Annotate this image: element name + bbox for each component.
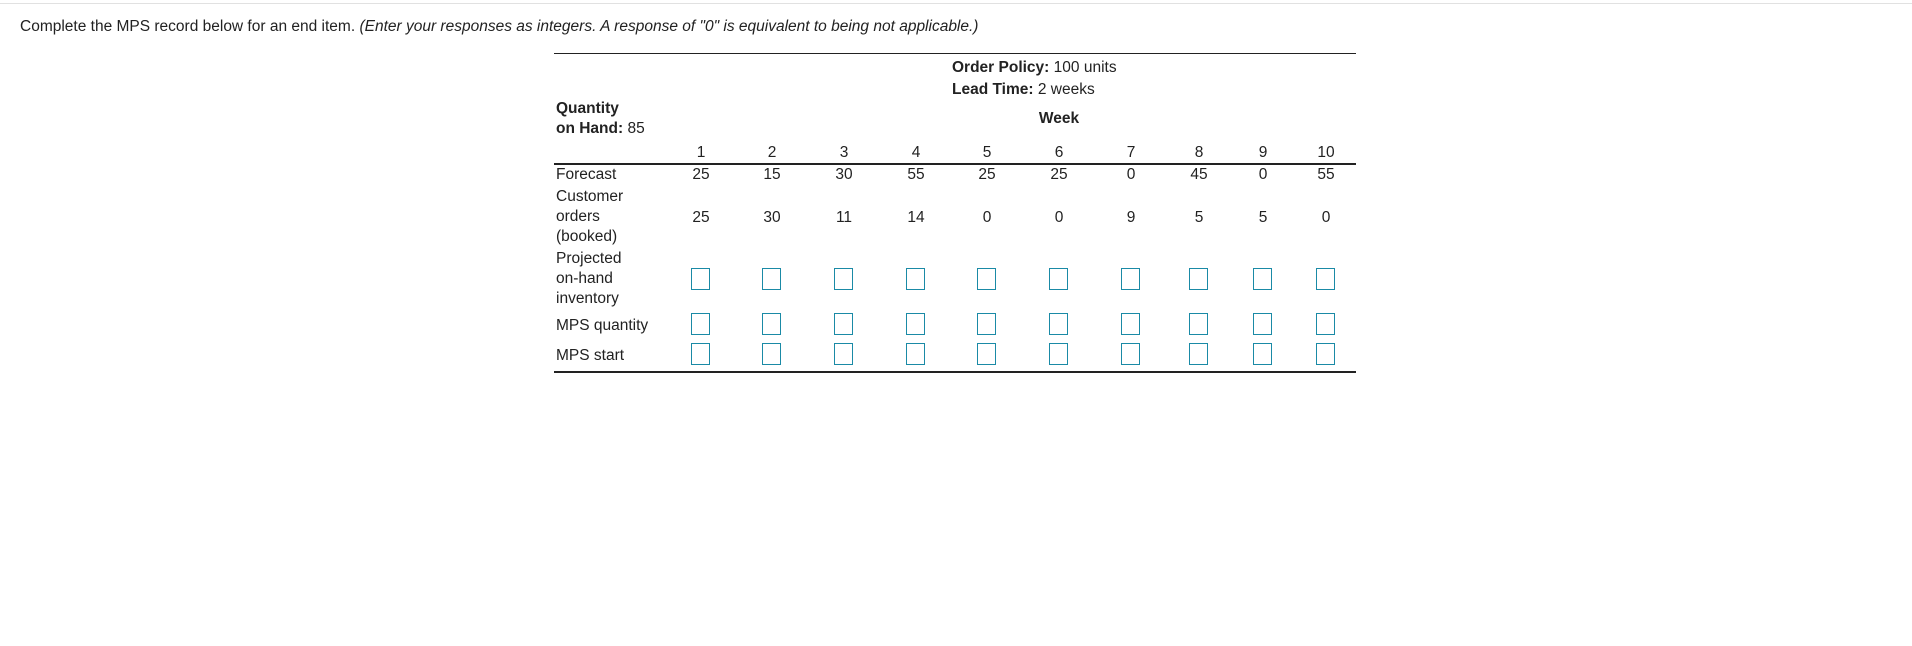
mps-quantity-input-week-3[interactable]	[834, 313, 853, 335]
mps-quantity-input-week-6[interactable]	[1049, 313, 1068, 335]
row-label-mps-quantity: MPS quantity	[556, 317, 649, 334]
quantity-label-line1: Quantity	[556, 100, 619, 117]
projected-inventory-input-week-4[interactable]	[906, 268, 925, 290]
row-label-line: orders	[556, 208, 600, 225]
mps-quantity-input-week-1[interactable]	[691, 313, 710, 335]
order-policy-value: 100 units	[1053, 59, 1117, 76]
row-label-forecast: Forecast	[556, 166, 617, 183]
order-policy-label: Order Policy:	[952, 59, 1050, 76]
week-number-7: 7	[1126, 144, 1136, 161]
instructions: Complete the MPS record below for an end…	[20, 17, 978, 37]
mps-quantity-input-week-10[interactable]	[1316, 313, 1335, 335]
projected-inventory-input-week-7[interactable]	[1121, 268, 1140, 290]
mps-quantity-input-week-8[interactable]	[1189, 313, 1208, 335]
mps-quantity-input-week-2[interactable]	[762, 313, 781, 335]
forecast-week-10: 55	[1317, 166, 1335, 183]
row-label-projected-inventory: Projected on-hand inventory	[556, 249, 621, 309]
mps-quantity-input-week-5[interactable]	[977, 313, 996, 335]
customer-orders-week-8: 5	[1194, 209, 1204, 226]
forecast-week-1: 25	[692, 166, 710, 183]
lead-time-label: Lead Time:	[952, 81, 1034, 98]
week-heading: Week	[1038, 110, 1080, 127]
quantity-value: 85	[627, 120, 645, 137]
row-label-line: on-hand	[556, 270, 613, 287]
quantity-on-hand: Quantity on Hand: 85	[556, 99, 645, 139]
instructions-hint: (Enter your responses as integers. A res…	[359, 18, 979, 35]
row-label-mps-start: MPS start	[556, 347, 625, 364]
mps-start-input-week-3[interactable]	[834, 343, 853, 365]
lead-time-value: 2 weeks	[1037, 81, 1095, 98]
top-divider	[0, 3, 1912, 4]
table-top-rule	[554, 53, 1356, 54]
projected-inventory-input-week-10[interactable]	[1316, 268, 1335, 290]
mps-start-input-week-7[interactable]	[1121, 343, 1140, 365]
customer-orders-week-9: 5	[1258, 209, 1268, 226]
customer-orders-week-4: 14	[907, 209, 925, 226]
mps-quantity-input-week-4[interactable]	[906, 313, 925, 335]
order-policy: Order Policy: 100 units	[952, 57, 1117, 79]
projected-inventory-input-week-1[interactable]	[691, 268, 710, 290]
projected-inventory-input-week-2[interactable]	[762, 268, 781, 290]
row-label-line: (booked)	[556, 228, 618, 245]
week-number-5: 5	[982, 144, 992, 161]
customer-orders-week-2: 30	[763, 209, 781, 226]
mps-start-input-week-9[interactable]	[1253, 343, 1272, 365]
projected-inventory-input-week-5[interactable]	[977, 268, 996, 290]
customer-orders-week-1: 25	[692, 209, 710, 226]
quantity-label-line2: on Hand:	[556, 120, 624, 137]
mps-start-input-week-8[interactable]	[1189, 343, 1208, 365]
week-number-2: 2	[767, 144, 777, 161]
week-number-8: 8	[1194, 144, 1204, 161]
projected-inventory-input-week-3[interactable]	[834, 268, 853, 290]
mps-start-input-week-2[interactable]	[762, 343, 781, 365]
week-number-6: 6	[1054, 144, 1064, 161]
week-number-10: 10	[1317, 144, 1335, 161]
week-number-9: 9	[1258, 144, 1268, 161]
mps-start-input-week-6[interactable]	[1049, 343, 1068, 365]
customer-orders-week-3: 11	[835, 209, 853, 226]
mps-start-input-week-10[interactable]	[1316, 343, 1335, 365]
row-label-line: Customer	[556, 188, 624, 205]
forecast-week-7: 0	[1126, 166, 1136, 183]
forecast-week-5: 25	[978, 166, 996, 183]
mps-record-table: Order Policy: 100 units Lead Time: 2 wee…	[554, 53, 1356, 373]
week-number-4: 4	[911, 144, 921, 161]
forecast-week-8: 45	[1190, 166, 1208, 183]
projected-inventory-input-week-8[interactable]	[1189, 268, 1208, 290]
policy-block: Order Policy: 100 units Lead Time: 2 wee…	[952, 57, 1117, 101]
forecast-week-6: 25	[1050, 166, 1068, 183]
customer-orders-week-7: 9	[1126, 209, 1136, 226]
forecast-week-2: 15	[763, 166, 781, 183]
projected-inventory-input-week-9[interactable]	[1253, 268, 1272, 290]
mps-quantity-input-week-7[interactable]	[1121, 313, 1140, 335]
mps-start-input-week-4[interactable]	[906, 343, 925, 365]
table-bottom-rule	[554, 371, 1356, 373]
projected-inventory-input-week-6[interactable]	[1049, 268, 1068, 290]
week-number-1: 1	[696, 144, 706, 161]
customer-orders-week-6: 0	[1054, 209, 1064, 226]
mps-quantity-input-week-9[interactable]	[1253, 313, 1272, 335]
mps-start-input-week-1[interactable]	[691, 343, 710, 365]
forecast-week-4: 55	[907, 166, 925, 183]
forecast-week-9: 0	[1258, 166, 1268, 183]
lead-time: Lead Time: 2 weeks	[952, 79, 1117, 101]
row-label-line: inventory	[556, 290, 619, 307]
row-label-line: Projected	[556, 250, 622, 267]
table-header-rule	[554, 163, 1356, 165]
mps-start-input-week-5[interactable]	[977, 343, 996, 365]
week-number-3: 3	[839, 144, 849, 161]
customer-orders-week-5: 0	[982, 209, 992, 226]
row-label-customer-orders: Customer orders (booked)	[556, 187, 623, 247]
customer-orders-week-10: 0	[1321, 209, 1331, 226]
forecast-week-3: 30	[835, 166, 853, 183]
instructions-text: Complete the MPS record below for an end…	[20, 18, 356, 35]
